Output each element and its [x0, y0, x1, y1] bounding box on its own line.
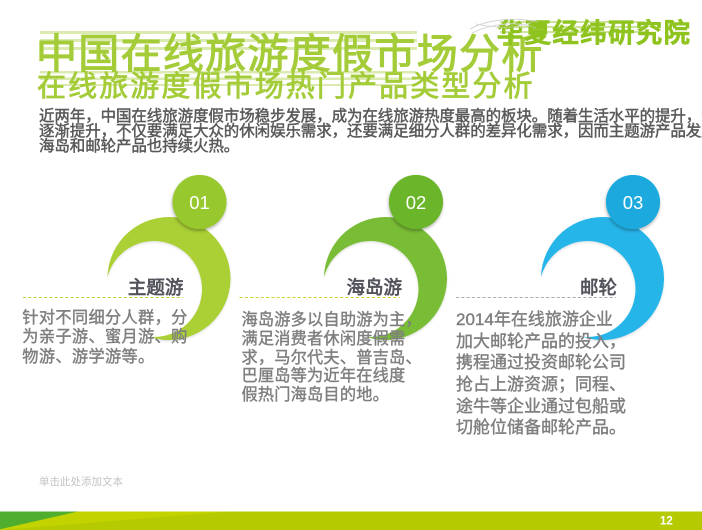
- svg-text:02: 02: [406, 192, 427, 213]
- svg-text:03: 03: [623, 192, 644, 213]
- svg-text:01: 01: [189, 192, 210, 213]
- svg-text:12: 12: [660, 516, 673, 528]
